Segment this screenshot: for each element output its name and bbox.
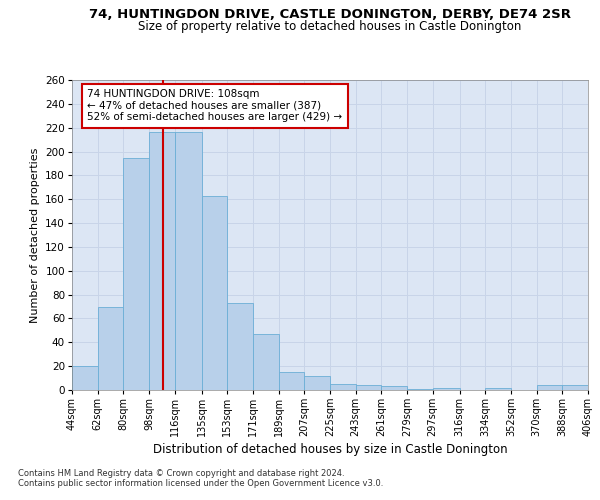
Bar [536,385,562,390]
Bar [98,306,124,390]
Bar [253,334,278,390]
Bar [175,132,202,390]
Bar [304,376,330,390]
Text: Contains public sector information licensed under the Open Government Licence v3: Contains public sector information licen… [18,478,383,488]
Bar [124,158,149,390]
Bar [407,389,433,390]
Bar [562,385,588,390]
Text: Contains HM Land Registry data © Crown copyright and database right 2024.: Contains HM Land Registry data © Crown c… [18,468,344,477]
Bar [485,388,511,390]
Text: 74, HUNTINGDON DRIVE, CASTLE DONINGTON, DERBY, DE74 2SR: 74, HUNTINGDON DRIVE, CASTLE DONINGTON, … [89,8,571,20]
Bar [227,303,253,390]
Text: 74 HUNTINGDON DRIVE: 108sqm
← 47% of detached houses are smaller (387)
52% of se: 74 HUNTINGDON DRIVE: 108sqm ← 47% of det… [88,90,343,122]
Bar [149,132,175,390]
Bar [72,366,98,390]
Text: Distribution of detached houses by size in Castle Donington: Distribution of detached houses by size … [152,442,508,456]
Text: Size of property relative to detached houses in Castle Donington: Size of property relative to detached ho… [139,20,521,33]
Y-axis label: Number of detached properties: Number of detached properties [30,148,40,322]
Bar [382,386,407,390]
Bar [202,196,227,390]
Bar [278,372,304,390]
Bar [330,384,356,390]
Bar [356,385,382,390]
Bar [433,388,460,390]
